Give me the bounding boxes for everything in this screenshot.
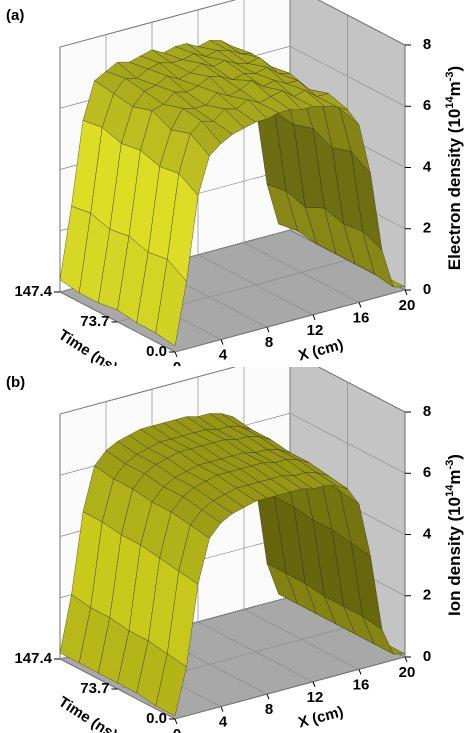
- z-tick-label: 6: [423, 464, 431, 481]
- x-tick-label: 8: [265, 701, 273, 718]
- tick-mark: [312, 314, 316, 320]
- x-tick-label: 4: [219, 347, 228, 364]
- grid-line: [317, 367, 406, 413]
- z-tick-label: 8: [423, 403, 431, 420]
- tick-mark: [358, 302, 362, 308]
- tick-mark: [220, 706, 224, 712]
- y-tick-label: 147.4: [14, 283, 52, 300]
- x-tick-label: 8: [265, 334, 273, 351]
- z-axis-label: Electron density (1014m-3): [444, 66, 465, 270]
- panel-label: (b): [6, 374, 25, 391]
- chart-panel: 0 4 8 12 16 20 0.0 73.7 147.4 0 2 4 6 8 X (cm) Time (ns…: [6, 367, 465, 733]
- tick-mark: [220, 339, 224, 345]
- z-tick-label: 0: [423, 648, 431, 665]
- z-axis-label-part: 14: [444, 96, 456, 109]
- y-tick-label: 0.0: [146, 710, 167, 727]
- x-tick-label: 12: [307, 322, 324, 339]
- grid-line: [174, 289, 406, 353]
- z-axis-label-part: Electron density (10: [445, 109, 464, 271]
- z-tick-label: 2: [423, 220, 431, 237]
- tick-mark: [266, 327, 270, 333]
- x-tick-label: 0: [173, 359, 181, 366]
- tick-mark: [266, 694, 270, 700]
- z-tick-label: 6: [423, 97, 431, 114]
- y-axis-label: Time (ns): [55, 693, 120, 733]
- y-tick-label: 0.0: [146, 343, 167, 360]
- tick-mark: [404, 656, 408, 663]
- z-axis-label-part: m: [445, 81, 464, 96]
- tick-mark: [174, 718, 178, 725]
- z-axis-label-part: m: [445, 470, 464, 485]
- z-tick-label: 4: [423, 525, 432, 542]
- tick-mark: [404, 289, 408, 296]
- y-axis-label: Time (ns): [55, 326, 120, 366]
- tick-mark: [358, 669, 362, 675]
- z-axis-label-part: ): [445, 454, 464, 460]
- tick-mark: [174, 351, 178, 358]
- grid-line: [289, 412, 406, 474]
- x-tick-label: 20: [399, 297, 416, 314]
- z-axis-label-part: -3: [444, 460, 456, 470]
- y-tick-label: 73.7: [80, 313, 109, 330]
- x-tick-label: 16: [353, 309, 370, 326]
- z-axis-label: Ion density (1014m-3): [444, 454, 465, 616]
- x-tick-label: 20: [399, 664, 416, 681]
- y-tick-label: 73.7: [80, 680, 109, 697]
- grid-line: [59, 0, 236, 48]
- z-axis-label-part: Ion density (10: [445, 497, 464, 616]
- grid-line: [289, 45, 406, 107]
- z-axis-label-part: ): [445, 66, 464, 72]
- x-tick-label: 0: [173, 726, 181, 733]
- surface-cell: [155, 653, 187, 717]
- x-tick-label: 16: [353, 676, 370, 693]
- z-tick-label: 0: [423, 281, 431, 298]
- grid-line: [174, 656, 406, 720]
- chart-panel: 0 4 8 12 16 20 0.0 73.7 147.4 0 2 4 6 8 X (cm) Time (ns…: [6, 0, 465, 366]
- z-axis-label-part: 14: [444, 484, 456, 497]
- grid-line: [317, 0, 406, 46]
- z-tick-label: 2: [423, 587, 431, 604]
- z-axis-label-part: -3: [444, 71, 456, 81]
- grid-line: [59, 367, 236, 415]
- x-tick-label: 4: [219, 714, 228, 731]
- z-tick-label: 4: [423, 158, 432, 175]
- surface-cell: [155, 259, 187, 347]
- x-axis-label: X (cm): [297, 336, 346, 364]
- z-tick-label: 8: [423, 36, 431, 53]
- x-axis-label: X (cm): [297, 703, 346, 731]
- x-tick-label: 12: [307, 689, 324, 706]
- tick-mark: [312, 681, 316, 687]
- y-tick-label: 147.4: [14, 650, 52, 667]
- panel-label: (a): [6, 7, 24, 24]
